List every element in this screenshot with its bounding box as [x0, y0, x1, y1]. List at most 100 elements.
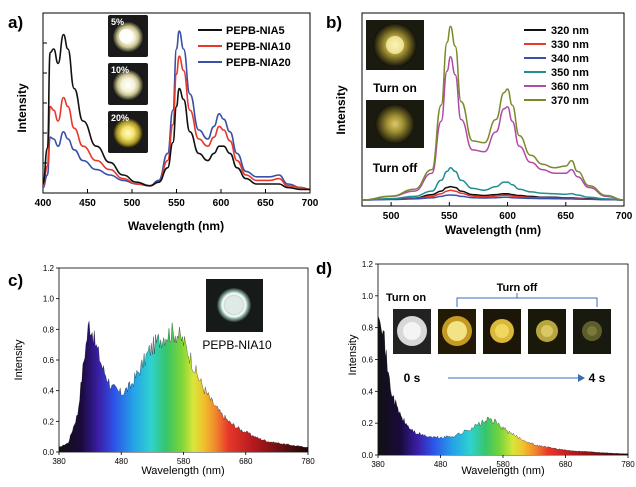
- x-tick-label: 580: [177, 457, 191, 466]
- y-tick-label: 1.2: [43, 264, 55, 273]
- panel-a-inset-5: 5%: [108, 15, 148, 57]
- x-tick-label: 500: [124, 198, 141, 209]
- legend-label: 330 nm: [551, 39, 589, 51]
- x-tick-label: 380: [52, 457, 66, 466]
- panel-d-label: d): [316, 259, 332, 278]
- y-tick-label: 0.2: [362, 419, 374, 428]
- panel-d-spectrum-outline: [377, 316, 629, 455]
- legend-label: 340 nm: [551, 53, 589, 65]
- panel-b-inset-label-off: Turn off: [373, 161, 418, 175]
- x-tick-label: 500: [383, 211, 400, 222]
- panel-c: c) 380 480 580 680 780 0.0 0.2 0.4 0.6 0.8 1.0 1.2…: [8, 264, 315, 477]
- legend-label: 360 nm: [551, 81, 589, 93]
- x-tick-label: 480: [115, 457, 129, 466]
- panel-c-inset-label: PEPB-NIA10: [202, 338, 272, 352]
- x-tick-label: 780: [621, 460, 635, 469]
- y-tick-label: 0.0: [362, 451, 374, 460]
- x-tick-label: 600: [213, 198, 230, 209]
- y-tick-label: 0.6: [43, 356, 55, 365]
- panel-b-xticks: 500 550 600 650 700: [383, 202, 633, 222]
- panel-b-inset-off: Turn off: [366, 100, 424, 175]
- panel-c-label: c): [8, 271, 23, 290]
- panel-d-xlabel: Wavelength (nm): [461, 465, 544, 477]
- panel-a-label: a): [8, 13, 23, 32]
- y-tick-label: 0.4: [362, 387, 374, 396]
- panel-d-inset: Turn on Turn off 0 s 4 s: [386, 282, 611, 385]
- panel-a-xlabel: Wavelength (nm): [128, 219, 224, 233]
- panel-a-ylabel: Intensity: [15, 83, 29, 133]
- panel-c-yticks: 0.0 0.2 0.4 0.6 0.8 1.0 1.2: [43, 264, 59, 457]
- x-tick-label: 550: [441, 211, 458, 222]
- x-tick-label: 480: [434, 460, 448, 469]
- panel-b-inset-label-on: Turn on: [373, 81, 417, 95]
- y-tick-label: 0.4: [43, 387, 55, 396]
- x-tick-label: 650: [557, 211, 574, 222]
- panel-c-spectrum-area: [59, 321, 308, 452]
- panel-a-curves: [42, 30, 311, 191]
- panel-a-inset-label-20: 20%: [111, 113, 129, 123]
- panel-b-legend: 320 nm 330 nm 340 nm 350 nm 360 nm 370 nm: [524, 25, 589, 107]
- x-tick-label: 680: [239, 457, 253, 466]
- x-tick-label: 600: [499, 211, 516, 222]
- panel-c-ylabel: Intensity: [13, 339, 25, 380]
- y-tick-label: 0.8: [362, 324, 374, 333]
- panel-b-plot-frame: [361, 12, 625, 207]
- y-tick-label: 0.0: [43, 448, 55, 457]
- series-line-360-nm: [361, 56, 625, 201]
- panel-c-xlabel: Wavelength (nm): [141, 465, 224, 477]
- panel-b-curves: [361, 25, 625, 201]
- panel-d-time-end: 4 s: [589, 371, 606, 385]
- y-tick-label: 1.2: [362, 260, 374, 269]
- panel-d-ylabel: Intensity: [347, 334, 359, 375]
- y-tick-label: 0.8: [43, 325, 55, 334]
- series-line-pepb-nia10: [42, 55, 311, 191]
- series-line-pepb-nia20: [42, 30, 311, 191]
- legend-label: 320 nm: [551, 25, 589, 37]
- x-tick-label: 550: [168, 198, 185, 209]
- series-line-pepb-nia5: [42, 33, 310, 191]
- panel-c-inset: PEPB-NIA10: [202, 279, 272, 352]
- panel-b-label: b): [326, 13, 342, 32]
- legend-label: PEPB-NIA20: [226, 57, 291, 69]
- legend-label: PEPB-NIA10: [226, 41, 291, 53]
- panel-a-xticks: 400 450 500 550 600 650 700: [35, 42, 319, 209]
- panel-c-xticks: 380 480 580 680 780: [52, 452, 315, 466]
- series-line-340-nm: [361, 194, 625, 201]
- x-tick-label: 700: [616, 211, 633, 222]
- panel-a-inset-label-5: 5%: [111, 17, 124, 27]
- panel-b: b) 500 550 600 650 700 Wavelength (nm) Inten…: [326, 12, 633, 237]
- x-tick-label: 400: [35, 198, 52, 209]
- panel-a-inset-20: 20%: [108, 111, 148, 153]
- series-line-350-nm: [361, 167, 625, 201]
- legend-label: PEPB-NIA5: [226, 25, 285, 37]
- panel-d-time-arrowhead: [578, 374, 585, 382]
- panel-d-yticks: 0.0 0.2 0.4 0.6 0.8 1.0 1.2: [362, 260, 378, 460]
- y-tick-label: 0.6: [362, 356, 374, 365]
- x-tick-label: 450: [79, 198, 96, 209]
- x-tick-label: 680: [559, 460, 573, 469]
- panel-d: d) 380 480 580 680 780 0.0 0.2 0.4 0.6 0.8 1.0 1.2…: [316, 259, 635, 477]
- legend-label: 350 nm: [551, 67, 589, 79]
- panel-b-ylabel: Intensity: [334, 85, 348, 135]
- y-tick-label: 1.0: [43, 295, 55, 304]
- panel-b-xlabel: Wavelength (nm): [445, 223, 541, 237]
- panel-d-turn-off-label: Turn off: [497, 282, 538, 294]
- panel-d-turn-off-bracket: [456, 293, 598, 307]
- panel-c-spectrum-outline: [58, 321, 309, 448]
- x-tick-label: 780: [301, 457, 315, 466]
- panel-d-xticks: 380 480 580 680 780: [371, 455, 635, 469]
- series-line-370-nm: [361, 25, 625, 201]
- panel-d-time-start: 0 s: [404, 371, 421, 385]
- x-tick-label: 380: [371, 460, 385, 469]
- x-tick-label: 580: [496, 460, 510, 469]
- panel-a-legend: PEPB-NIA5 PEPB-NIA10 PEPB-NIA20: [198, 25, 291, 69]
- panel-a-inset-label-10: 10%: [111, 65, 129, 75]
- panel-a: a) 400 450 500 550 600 650 700 Wavelength (nm)…: [8, 12, 319, 233]
- legend-label: 370 nm: [551, 95, 589, 107]
- panel-d-turn-on-label: Turn on: [386, 292, 426, 304]
- panel-a-plot-frame: [42, 12, 311, 194]
- panel-b-inset-on: Turn on: [366, 20, 424, 95]
- x-tick-label: 700: [302, 198, 319, 209]
